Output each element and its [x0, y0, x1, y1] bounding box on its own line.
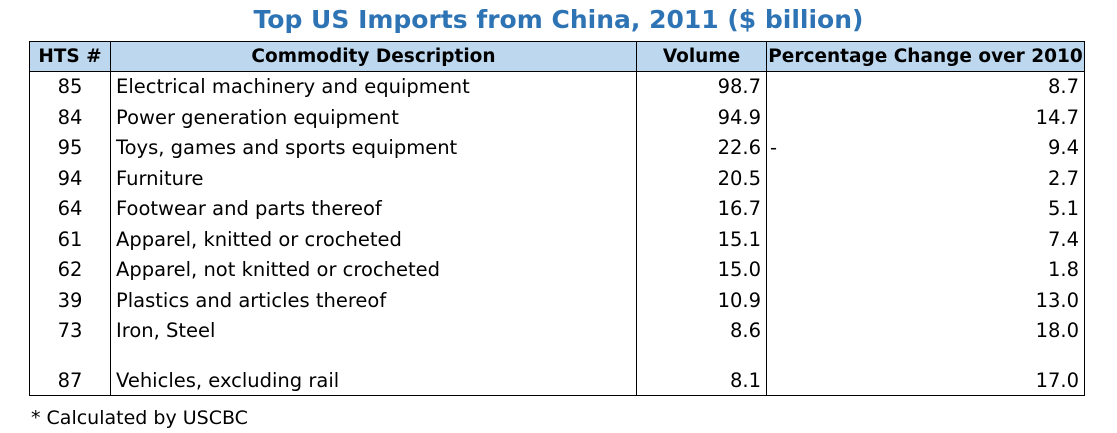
commodity-description-cell: Furniture — [110, 163, 637, 194]
chart-title: Top US Imports from China, 2011 ($ billi… — [253, 5, 864, 34]
percentage-change-value: 14.7 — [1035, 105, 1079, 129]
commodity-description-cell: Iron, Steel — [110, 316, 637, 347]
commodity-description-cell: Plastics and articles thereof — [110, 285, 637, 316]
volume-cell: 16.7 — [636, 194, 767, 225]
commodity-description-cell: Toys, games and sports equipment — [110, 133, 637, 164]
commodity-description-cell: Apparel, not knitted or crocheted — [110, 255, 637, 286]
percentage-change-value: 13.0 — [1035, 288, 1079, 312]
footnote: * Calculated by USCBC — [31, 407, 248, 429]
percentage-change-value: 1.8 — [1047, 258, 1079, 282]
percentage-change-value: 7.4 — [1047, 227, 1079, 251]
volume-cell: 20.5 — [636, 163, 767, 194]
percentage-change-cell: 18.0 — [766, 316, 1085, 347]
header-hts-code: HTS # — [29, 41, 111, 72]
percentage-change-cell: 17.0 — [766, 346, 1085, 396]
percentage-change-cell: 14.7 — [766, 102, 1085, 133]
hts-code-cell: 85 — [29, 71, 111, 103]
percentage-change-cell: 5.1 — [766, 194, 1085, 225]
percentage-change-value: 2.7 — [1047, 166, 1079, 190]
percentage-change-value: 17.0 — [1035, 368, 1079, 392]
percentage-change-cell: - 9.4 — [766, 133, 1085, 164]
commodity-description-cell: Footwear and parts thereof — [110, 194, 637, 225]
table-row: 73 Iron, Steel 8.6 18.0 — [29, 316, 1085, 347]
hts-code-cell: 95 — [29, 133, 111, 164]
percentage-change-cell: 8.7 — [766, 71, 1085, 103]
percentage-change-value: 9.4 — [1047, 136, 1079, 160]
hts-code-cell: 87 — [29, 346, 111, 396]
table-header-row: HTS # Commodity Description Volume Perce… — [29, 41, 1085, 72]
volume-cell: 15.1 — [636, 224, 767, 255]
percentage-change-value: 8.7 — [1047, 75, 1079, 99]
volume-cell: 98.7 — [636, 71, 767, 103]
header-volume: Volume — [636, 41, 767, 72]
commodity-description-cell: Apparel, knitted or crocheted — [110, 224, 637, 255]
hts-code-cell: 84 — [29, 102, 111, 133]
hts-code-cell: 61 — [29, 224, 111, 255]
volume-cell: 10.9 — [636, 285, 767, 316]
hts-code-cell: 64 — [29, 194, 111, 225]
hts-code-cell: 62 — [29, 255, 111, 286]
percentage-change-cell: 1.8 — [766, 255, 1085, 286]
volume-cell: 8.6 — [636, 316, 767, 347]
table-row: 84 Power generation equipment 94.9 14.7 — [29, 102, 1085, 133]
commodity-description-cell: Power generation equipment — [110, 102, 637, 133]
percentage-change-cell: 2.7 — [766, 163, 1085, 194]
table-row: 94 Furniture 20.5 2.7 — [29, 163, 1085, 194]
percentage-change-cell: 7.4 — [766, 224, 1085, 255]
table-row: 61 Apparel, knitted or crocheted 15.1 7.4 — [29, 224, 1085, 255]
table-row: 62 Apparel, not knitted or crocheted 15.0 1… — [29, 255, 1085, 286]
imports-table: HTS # Commodity Description Volume Perce… — [29, 41, 1085, 396]
commodity-description-cell: Vehicles, excluding rail — [110, 346, 637, 396]
table-body: 85 Electrical machinery and equipment 98.7… — [29, 71, 1085, 396]
header-percentage-change: Percentage Change over 2010 — [766, 41, 1085, 72]
percentage-change-value: 18.0 — [1035, 319, 1079, 343]
percentage-change-cell: 13.0 — [766, 285, 1085, 316]
table-row: 87 Vehicles, excluding rail 8.1 17.0 — [29, 346, 1085, 396]
table-row: 95 Toys, games and sports equipment 22.6- 9… — [29, 133, 1085, 164]
volume-cell: 8.1 — [636, 346, 767, 396]
hts-code-cell: 94 — [29, 163, 111, 194]
volume-cell: 22.6 — [636, 133, 767, 164]
percentage-change-sign: - — [770, 136, 778, 159]
table-row: 39 Plastics and articles thereof 10.9 13.0 — [29, 285, 1085, 316]
table-row: 64 Footwear and parts thereof 16.7 5.1 — [29, 194, 1085, 225]
header-commodity-description: Commodity Description — [110, 41, 637, 72]
commodity-description-cell: Electrical machinery and equipment — [110, 71, 637, 103]
hts-code-cell: 39 — [29, 285, 111, 316]
volume-cell: 94.9 — [636, 102, 767, 133]
hts-code-cell: 73 — [29, 316, 111, 347]
volume-cell: 15.0 — [636, 255, 767, 286]
percentage-change-value: 5.1 — [1047, 197, 1079, 221]
table-row: 85 Electrical machinery and equipment 98.7… — [29, 71, 1085, 103]
